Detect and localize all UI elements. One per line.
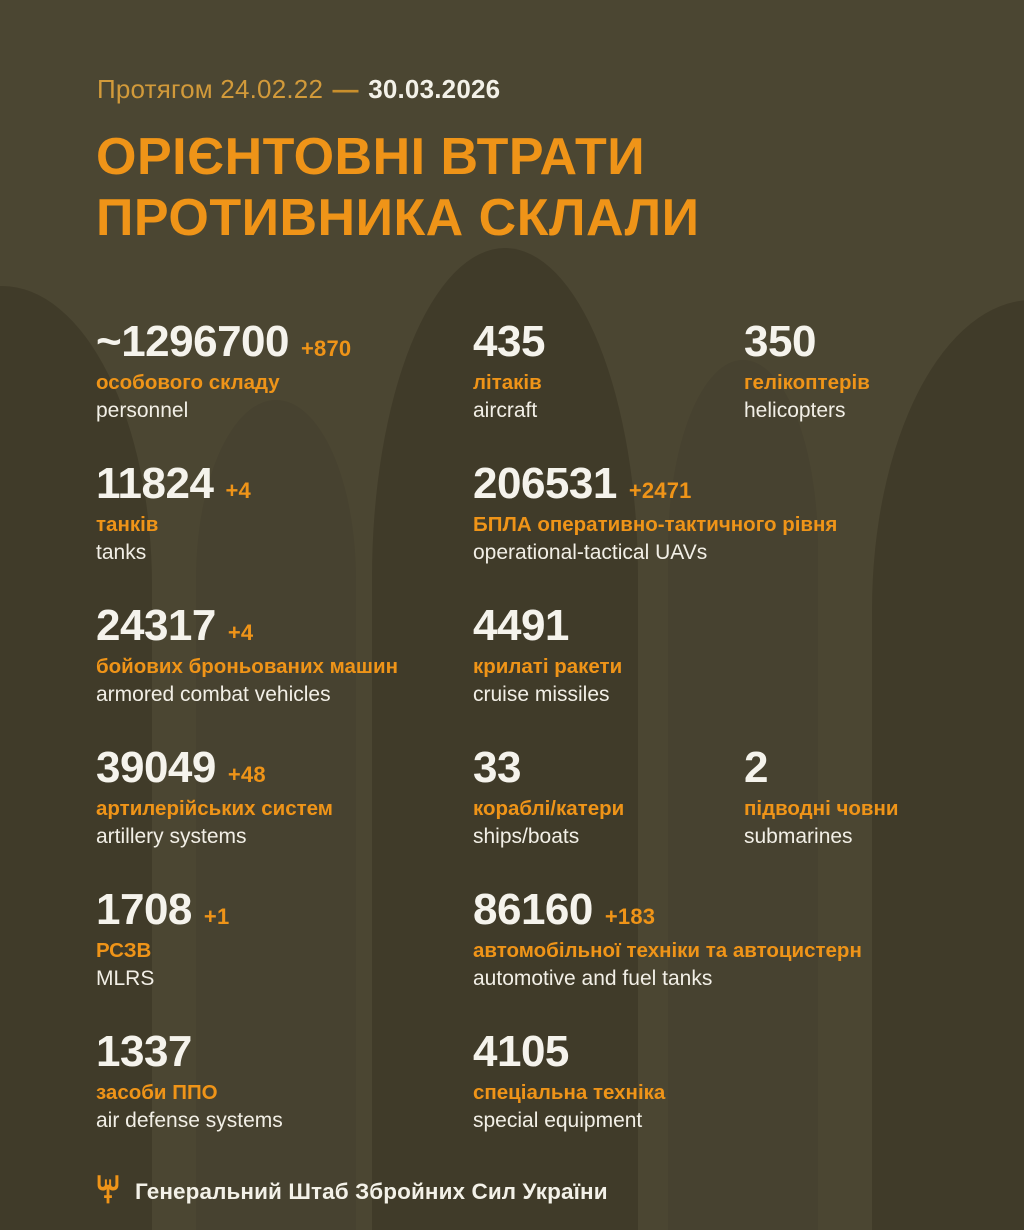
stat-label-en: cruise missiles bbox=[473, 682, 610, 706]
stat-label-ua: літаків bbox=[473, 370, 542, 394]
stat-item-mlrs: 1708 +1 РСЗВ MLRS bbox=[96, 886, 229, 993]
stat-label-en: helicopters bbox=[744, 398, 846, 422]
stat-item-ships: 33 кораблі/катери ships/boats bbox=[473, 744, 624, 851]
stat-delta: +183 bbox=[604, 904, 656, 929]
stat-number-line: 39049 +48 bbox=[96, 744, 333, 792]
stat-value: 1708 bbox=[96, 885, 192, 934]
stat-delta: +1 bbox=[203, 904, 230, 929]
stat-value: 206531 bbox=[473, 459, 617, 508]
stat-delta: +4 bbox=[227, 620, 254, 645]
period-date: 30.03.2026 bbox=[368, 74, 501, 104]
stat-item-helicopters: 350 гелікоптерів helicopters bbox=[744, 318, 870, 425]
stat-number-line: 435 bbox=[473, 318, 557, 366]
stat-label-en: ships/boats bbox=[473, 824, 580, 848]
stats-row: 1337 засоби ППО air defense systems 4105… bbox=[0, 1028, 1024, 1158]
stat-item-aircraft: 435 літаків aircraft bbox=[473, 318, 557, 425]
stat-value: 4105 bbox=[473, 1027, 569, 1076]
stat-label-en: armored combat vehicles bbox=[96, 682, 331, 706]
stat-delta: +48 bbox=[227, 762, 266, 787]
stat-number-line: 1708 +1 bbox=[96, 886, 229, 934]
stat-value: 1337 bbox=[96, 1027, 192, 1076]
stat-value: 350 bbox=[744, 317, 816, 366]
stat-item-cruise-missiles: 4491 крилаті ракети cruise missiles bbox=[473, 602, 622, 709]
stat-number-line: 11824 +4 bbox=[96, 460, 251, 508]
stat-label-en: special equipment bbox=[473, 1108, 643, 1132]
stat-number-line: 2 bbox=[744, 744, 898, 792]
stat-label-en: MLRS bbox=[96, 966, 155, 990]
stat-number-line: 1337 bbox=[96, 1028, 283, 1076]
stat-value: 2 bbox=[744, 743, 768, 792]
stat-number-line: 350 bbox=[744, 318, 870, 366]
stat-label-ua: РСЗВ bbox=[96, 938, 152, 962]
stat-label-en: automotive and fuel tanks bbox=[473, 966, 713, 990]
stat-item-special-equipment: 4105 спеціальна техніка special equipmen… bbox=[473, 1028, 665, 1135]
stat-label-ua: танків bbox=[96, 512, 159, 536]
stat-value: 435 bbox=[473, 317, 545, 366]
stat-item-air-defense: 1337 засоби ППО air defense systems bbox=[96, 1028, 283, 1135]
stat-label-en: operational-tactical UAVs bbox=[473, 540, 708, 564]
stat-item-uavs: 206531 +2471 БПЛА оперативно-тактичного … bbox=[473, 460, 837, 567]
stat-item-personnel: ~1296700 +870 особового складу personnel bbox=[96, 318, 351, 425]
title-line-1: ОРІЄНТОВНІ ВТРАТИ bbox=[96, 128, 646, 186]
stat-label-ua: засоби ППО bbox=[96, 1080, 218, 1104]
stat-item-automotive: 86160 +183 автомобільної техніки та авто… bbox=[473, 886, 862, 993]
stat-item-tanks: 11824 +4 танків tanks bbox=[96, 460, 251, 567]
stat-delta: +4 bbox=[225, 478, 251, 503]
stat-label-ua: спеціальна техніка bbox=[473, 1080, 666, 1104]
stat-label-ua: БПЛА оперативно-тактичного рівня bbox=[473, 512, 838, 536]
stat-number-line: 33 bbox=[473, 744, 624, 792]
stat-value: 24317 bbox=[96, 601, 216, 650]
stat-label-ua: артилерійських систем bbox=[96, 796, 333, 820]
stat-number-line: 86160 +183 bbox=[473, 886, 862, 934]
stat-value: 11824 bbox=[96, 459, 214, 508]
stat-label-en: personnel bbox=[96, 398, 189, 422]
stat-label-ua: гелікоптерів bbox=[744, 370, 870, 394]
footer-label: Генеральний Штаб Збройних Сил України bbox=[135, 1178, 608, 1204]
stat-number-line: 206531 +2471 bbox=[473, 460, 837, 508]
stat-delta: +2471 bbox=[628, 478, 692, 503]
stat-label-ua: кораблі/катери bbox=[473, 796, 625, 820]
stat-label-en: aircraft bbox=[473, 398, 538, 422]
period-dash: — bbox=[332, 74, 359, 104]
stat-delta: +870 bbox=[301, 336, 352, 361]
stats-row: 11824 +4 танків tanks 206531 +2471 БПЛА … bbox=[0, 460, 1024, 602]
stat-value: ~1296700 bbox=[96, 317, 290, 366]
stat-label-en: artillery systems bbox=[96, 824, 247, 848]
stat-label-ua: автомобільної техніки та автоцистерн bbox=[473, 938, 862, 962]
stats-row: 39049 +48 артилерійських систем artiller… bbox=[0, 744, 1024, 886]
stat-value: 86160 bbox=[473, 885, 593, 934]
stat-value: 33 bbox=[473, 743, 521, 792]
stat-label-ua: підводні човни bbox=[744, 796, 899, 820]
stats-row: ~1296700 +870 особового складу personnel… bbox=[0, 318, 1024, 460]
footer: Генеральний Штаб Збройних Сил України bbox=[97, 1174, 608, 1209]
stat-value: 4491 bbox=[473, 601, 569, 650]
stat-label-en: submarines bbox=[744, 824, 853, 848]
stats-row: 24317 +4 бойових броньованих машин armor… bbox=[0, 602, 1024, 744]
page-title: ОРІЄНТОВНІ ВТРАТИ ПРОТИВНИКА СКЛАЛИ bbox=[96, 127, 700, 250]
stat-number-line: 4105 bbox=[473, 1028, 665, 1076]
stat-label-ua: крилаті ракети bbox=[473, 654, 623, 678]
period-dateline: Протягом 24.02.22 — 30.03.2026 bbox=[97, 74, 500, 105]
trident-icon bbox=[97, 1174, 119, 1209]
casualty-stats-grid: ~1296700 +870 особового складу personnel… bbox=[0, 318, 1024, 1158]
stat-label-en: air defense systems bbox=[96, 1108, 283, 1132]
stat-value: 39049 bbox=[96, 743, 216, 792]
stat-number-line: 24317 +4 bbox=[96, 602, 398, 650]
stat-item-armored-vehicles: 24317 +4 бойових броньованих машин armor… bbox=[96, 602, 398, 709]
stat-number-line: 4491 bbox=[473, 602, 622, 650]
stats-row: 1708 +1 РСЗВ MLRS 86160 +183 автомобільн… bbox=[0, 886, 1024, 1028]
stat-label-ua: особового складу bbox=[96, 370, 280, 394]
period-prefix: Протягом 24.02.22 bbox=[97, 74, 324, 104]
stat-number-line: ~1296700 +870 bbox=[96, 318, 351, 366]
stat-label-en: tanks bbox=[96, 540, 147, 564]
stat-item-submarines: 2 підводні човни submarines bbox=[744, 744, 898, 851]
stat-label-ua: бойових броньованих машин bbox=[96, 654, 399, 678]
title-line-2: ПРОТИВНИКА СКЛАЛИ bbox=[96, 189, 700, 248]
stat-item-artillery: 39049 +48 артилерійських систем artiller… bbox=[96, 744, 333, 851]
